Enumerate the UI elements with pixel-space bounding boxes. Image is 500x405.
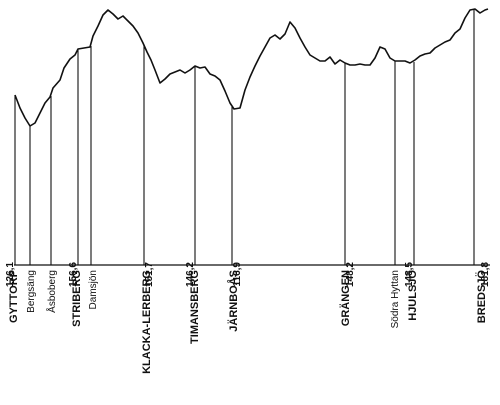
elevation-label-hjulsjo: 148,5 [404,262,415,287]
elevation-label-klacka-lerberg: 151,7 [144,262,155,287]
station-lines [14,9,475,265]
station-label-grangen: GRÄNGEN [339,270,352,326]
station-label-bergsang: Bergsäng [26,270,37,313]
station-label-hjulsjo: HJULSJÖ [406,270,419,321]
elevation-labels: 126,1 156,6 151,7 146,2 116,9 148,2 148,… [5,262,491,287]
station-label-sodra-hyttan: Södra Hyttan [390,270,401,328]
station-label-jarnboas: JÄRNBOÅS [227,270,240,332]
elevation-label-striberg: 156,6 [68,262,79,287]
station-label-bredsjo: BREDSJÖ [475,270,488,324]
station-label-striberg: STRIBERG [71,270,83,327]
station-label-klacka-lerberg: KLACKA-LERBERG [141,270,153,374]
station-name-labels: GYTTORP Bergsäng Åsboberg STRIBERG Damsj… [8,270,488,374]
elevation-label-bredsjo: 181,8 [480,262,491,287]
elevation-label-timansberg: 146,2 [185,262,196,287]
station-label-damsjon: Damsjön [88,270,99,309]
elevation-label-jarnboas: 116,9 [232,262,243,287]
elevation-label-gyttorp: 126,1 [5,262,16,287]
station-label-timansberg: TIMANSBERG [189,270,201,344]
station-label-asboberg: Åsboberg [45,270,58,313]
elevation-label-grangen: 148,2 [345,262,356,287]
station-label-gyttorp: GYTTORP [8,270,20,323]
elevation-profile-line [14,8,489,127]
